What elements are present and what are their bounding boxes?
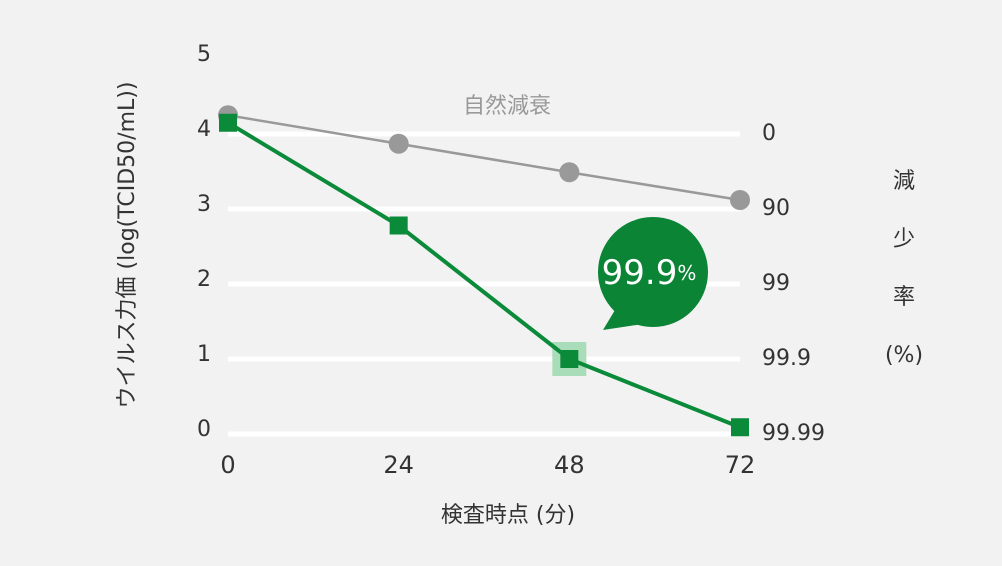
y-tick-label: 3 xyxy=(197,192,211,217)
y2-axis-title: 減 xyxy=(893,169,915,194)
series-line xyxy=(226,121,741,430)
y2-axis-title: (%) xyxy=(885,343,923,368)
point xyxy=(731,418,749,437)
x-tick-label: 72 xyxy=(725,451,756,479)
y2-tick-label: 99.9 xyxy=(762,346,811,371)
point xyxy=(560,350,579,368)
point xyxy=(389,216,408,235)
point xyxy=(388,133,409,154)
y-tick-label: 4 xyxy=(197,117,211,142)
y-tick-label: 5 xyxy=(197,42,211,67)
callout-value: 99.9 xyxy=(602,253,678,293)
y-tick-label: 2 xyxy=(197,267,211,292)
y2-tick-label: 99 xyxy=(762,271,790,296)
x-tick-label: 48 xyxy=(554,451,585,479)
y2-tick-label: 0 xyxy=(762,121,776,146)
y2-tick-label: 99.99 xyxy=(762,421,825,446)
series-label: 自然減衰 xyxy=(463,94,551,119)
x-axis-title: 検査時点 (分) xyxy=(441,503,575,528)
y2-tick-label: 90 xyxy=(762,196,790,221)
point xyxy=(559,162,580,183)
callout-label: 99.9% xyxy=(602,253,697,293)
point xyxy=(219,113,237,132)
point xyxy=(730,190,750,210)
series-line xyxy=(227,114,741,202)
y-axis-title: ウイルス力価 (log(TCID50/mL)) xyxy=(115,82,140,409)
y2-axis-title: 少 xyxy=(893,227,915,252)
y-tick-label: 0 xyxy=(197,417,211,442)
callout-bubble xyxy=(598,217,708,327)
x-tick-label: 0 xyxy=(220,451,235,479)
y-tick-label: 1 xyxy=(197,342,211,367)
x-tick-label: 24 xyxy=(383,451,414,479)
callout-unit: % xyxy=(677,261,696,285)
y2-axis-title: 率 xyxy=(893,285,915,310)
callout-bubble xyxy=(603,310,643,330)
